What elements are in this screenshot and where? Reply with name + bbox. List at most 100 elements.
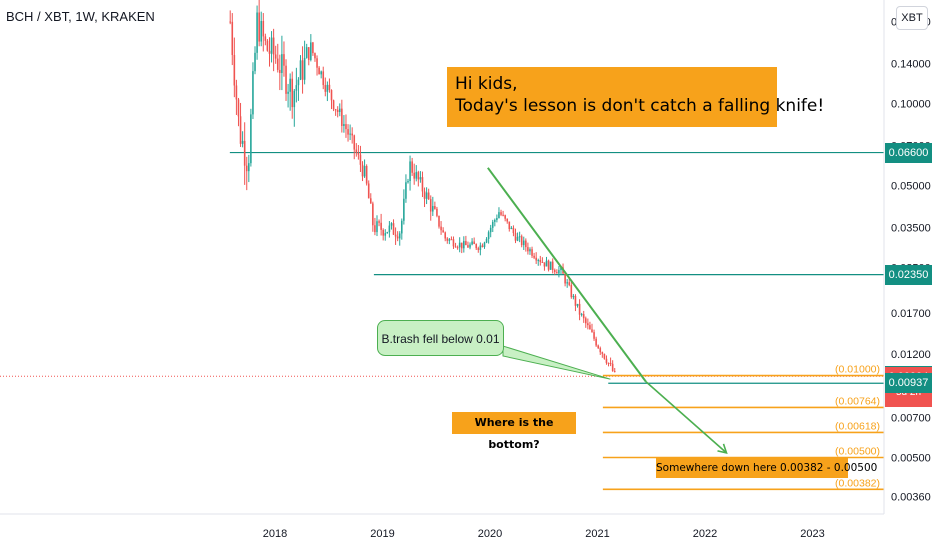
candle-body [475,244,478,249]
candle-body [355,149,358,153]
currency-badge[interactable]: XBT [896,6,928,30]
candle-body [413,172,415,179]
candle-body [467,245,469,248]
candle-body [231,21,234,56]
candle-body [529,249,531,252]
support-price-tag: 0.02350 [885,264,932,285]
candle-body [537,260,540,262]
candle-body [305,47,308,58]
projection-line [645,381,728,454]
candle-body [332,100,335,110]
candle-body [502,214,504,216]
candle-body [372,203,374,226]
x-tick-label: 2018 [263,528,287,540]
trendlines [487,167,728,454]
candle-body [506,218,509,222]
candle-body [299,60,302,80]
candle-body [558,270,560,274]
candlesticks [229,0,616,373]
candle-body [235,85,238,100]
support-price-tag: 0.06600 [885,142,932,163]
candle-body [281,54,283,74]
candle-body [514,233,517,241]
candle-body [274,54,277,59]
candle-body [361,164,364,177]
candle-body [432,206,434,212]
candle-body [613,370,616,372]
candle-body [307,47,310,60]
symbol-title: BCH / XBT, 1W, KRAKEN [6,9,155,24]
candle-body [547,260,550,270]
candle-body [448,239,451,241]
candle-body [587,323,589,326]
candle-body [463,241,465,249]
candle-body [576,303,579,306]
candle-body [390,223,393,226]
candle-body [250,114,252,164]
y-tick-label: 0.10000 [891,98,931,110]
lesson-banner: Hi kids, Today's lesson is don't catch a… [447,67,824,127]
fib-label: (0.00382) [835,477,880,489]
candle-body [324,85,327,92]
candle-body [396,236,399,239]
bottom-question: Where is the bottom? [452,412,576,451]
candle-body [508,221,511,230]
candle-body [516,236,519,241]
candle-body [520,236,523,246]
candle-body [574,295,577,306]
candle-body [233,55,236,86]
candle-body [491,221,494,228]
y-tick-label: 0.05000 [891,180,931,192]
candle-body [471,241,473,245]
candle-body [566,282,568,284]
candle-body [405,182,407,199]
candle-body [454,246,457,248]
candle-body [597,345,599,349]
candle-body [446,238,449,241]
candle-body [258,12,260,42]
candle-body [279,69,281,74]
candle-body [556,272,558,274]
candle-body [363,166,366,177]
candle-body [310,42,312,60]
candle-body [241,140,244,144]
candle-body [398,233,401,239]
candle-body [328,84,331,91]
candle-body [603,353,606,359]
candle-body [512,227,515,234]
candle-body [239,116,242,144]
support-price-tag: 0.00937 [885,373,932,394]
candle-body [336,109,339,113]
candle-body [417,172,420,180]
candle-body [353,135,356,150]
candle-body [607,362,610,364]
candle-body [343,124,345,126]
y-tick-label: 0.00500 [891,453,931,465]
candle-body [243,140,246,166]
candle-body [322,71,325,86]
candle-body [533,255,535,258]
candle-body [465,241,467,246]
candle-body [599,348,602,353]
candle-body [553,269,556,273]
candle-body [477,248,480,250]
candle-body [260,21,263,42]
candle-body [440,226,442,231]
candle-body [487,232,490,239]
y-tick-label: 0.00700 [891,413,931,425]
candle-body [320,71,322,75]
x-tick-label: 2021 [585,528,609,540]
candle-body [295,85,298,91]
candle-body [407,181,409,183]
candle-body [291,78,294,108]
candle-body [272,37,275,55]
candle-body [535,257,537,261]
candle-body [392,223,395,235]
candle-body [496,217,498,220]
candle-body [429,199,432,212]
candle-body [345,124,347,130]
candle-body [349,133,351,135]
candle-body [427,192,430,200]
candle-body [450,239,453,241]
